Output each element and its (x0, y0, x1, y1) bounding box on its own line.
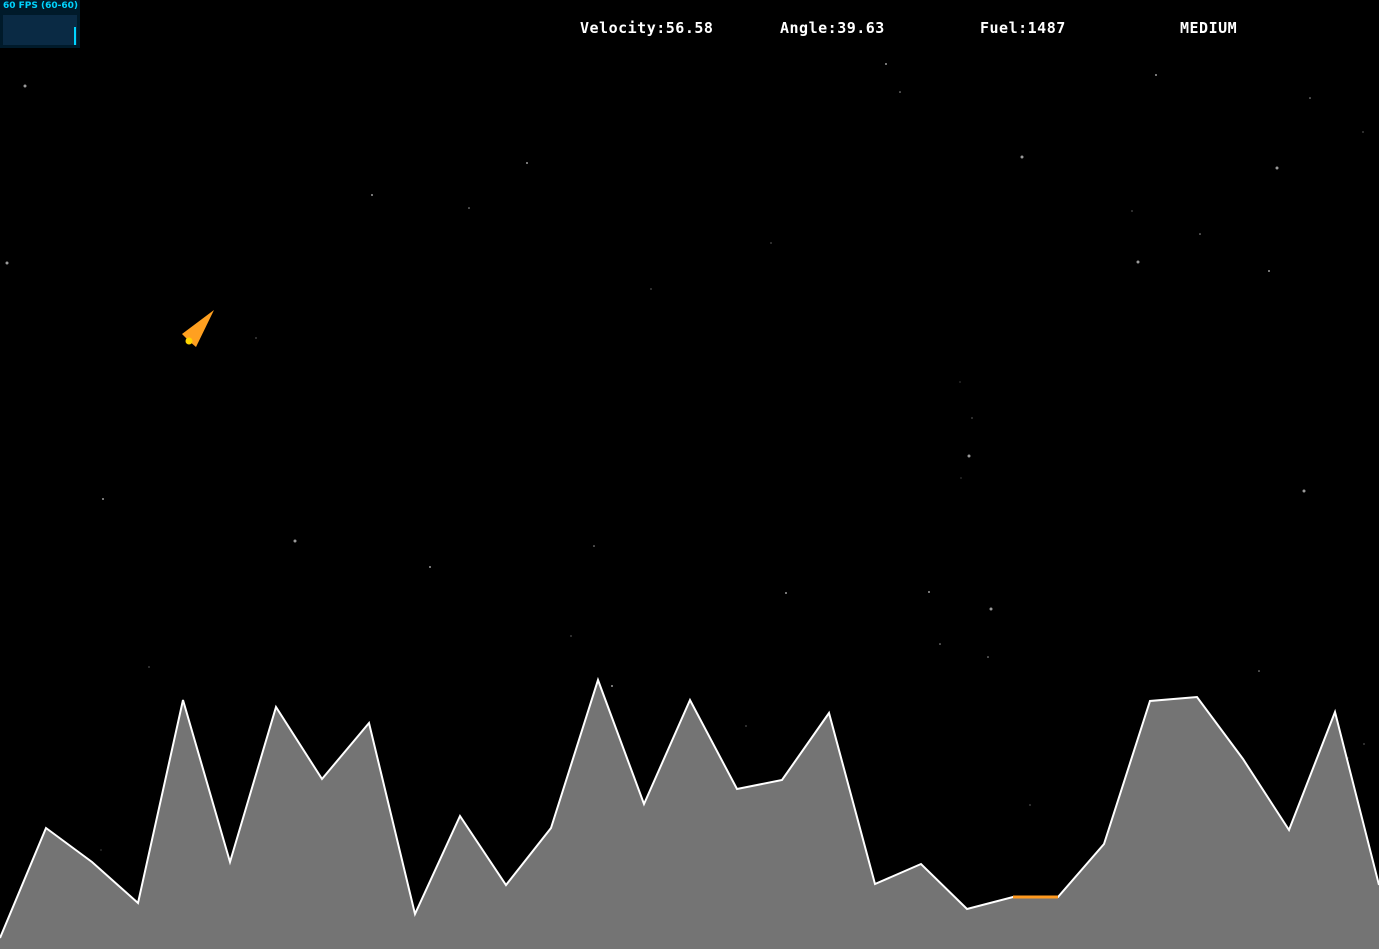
star (429, 566, 431, 568)
fps-meter: 60 FPS (60-60) (0, 0, 80, 48)
star (971, 417, 973, 419)
difficulty-label: MEDIUM (1180, 19, 1238, 37)
angle-readout: Angle:39.63 (780, 19, 885, 37)
star (570, 635, 572, 637)
star (1199, 233, 1201, 235)
star (1302, 489, 1306, 493)
star (371, 194, 373, 196)
star (293, 539, 297, 543)
star (255, 337, 257, 339)
star (100, 849, 102, 851)
terrain (0, 680, 1379, 949)
velocity-readout: Velocity:56.58 (580, 19, 713, 37)
fuel-value: 1487 (1027, 19, 1066, 37)
star (1258, 670, 1260, 672)
fuel-label: Fuel: (980, 19, 1028, 37)
star (1136, 260, 1140, 264)
star (770, 242, 772, 244)
velocity-value: 56.58 (665, 19, 714, 37)
lander-ship-icon (182, 310, 214, 347)
star (1268, 270, 1270, 272)
star (102, 498, 104, 500)
star (987, 656, 989, 658)
star (611, 685, 613, 687)
star (1275, 166, 1279, 170)
star (23, 84, 27, 88)
fps-graph-bar (74, 27, 76, 45)
star (1363, 743, 1365, 745)
terrain-outline (0, 676, 1379, 939)
fps-label: 60 FPS (60-60) (3, 1, 79, 11)
star (885, 63, 887, 65)
thruster-flame (185, 337, 193, 345)
star (650, 288, 652, 290)
star (1155, 74, 1157, 76)
star (939, 643, 941, 645)
star (899, 91, 901, 93)
star (928, 591, 930, 593)
star (989, 607, 993, 611)
angle-label: Angle: (780, 19, 838, 37)
star (959, 381, 961, 383)
star (526, 162, 528, 164)
angle-value: 39.63 (837, 19, 885, 37)
star (967, 454, 971, 458)
star (148, 666, 150, 668)
fps-graph (3, 15, 77, 45)
star (1020, 155, 1024, 159)
star (5, 261, 9, 265)
star (1131, 210, 1133, 212)
star (1029, 804, 1031, 806)
star (960, 477, 962, 479)
starfield (5, 63, 1365, 851)
star (1362, 131, 1364, 133)
star (468, 207, 470, 209)
fuel-readout: Fuel:1487 (980, 19, 1066, 37)
velocity-label: Velocity: (580, 19, 666, 37)
star (745, 725, 747, 727)
star (1309, 97, 1311, 99)
star (593, 545, 595, 547)
star (785, 592, 787, 594)
